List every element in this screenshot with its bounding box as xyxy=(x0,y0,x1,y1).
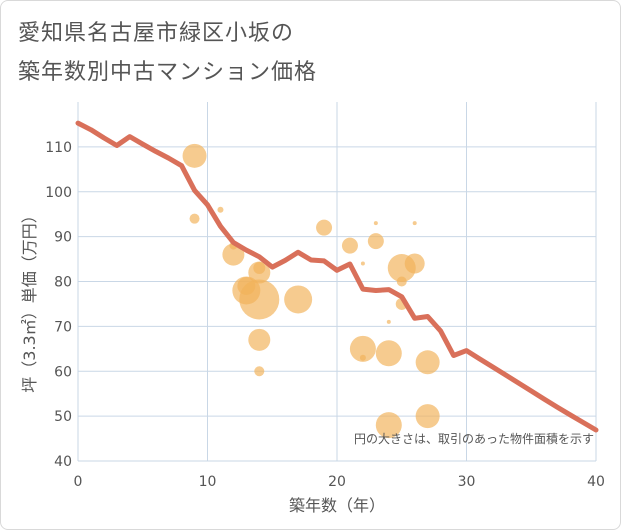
annotation: 円の大きさは、取引のあった物件面積を示す xyxy=(354,431,594,446)
data-bubble xyxy=(248,328,271,351)
trend-line xyxy=(75,120,599,433)
chart-title-line2: 築年数別中古マンション価格 xyxy=(18,60,318,85)
y-tick-label: 110 xyxy=(45,140,72,156)
data-bubble xyxy=(254,366,265,377)
data-bubble xyxy=(239,279,280,320)
data-bubble xyxy=(284,285,313,314)
data-bubble xyxy=(182,143,207,168)
y-tick-label: 100 xyxy=(45,185,72,201)
y-axis-label: 坪（3.3㎡）単価（万円） xyxy=(20,207,39,392)
chart-title-line1: 愛知県名古屋市緑区小坂の xyxy=(18,21,295,46)
x-tick-label: 40 xyxy=(587,474,605,490)
y-tick-label: 80 xyxy=(54,275,72,291)
data-bubble xyxy=(375,412,402,439)
data-bubble xyxy=(360,261,365,266)
data-bubble xyxy=(415,404,440,429)
data-bubble xyxy=(217,206,224,213)
data-bubble xyxy=(222,243,245,266)
y-tick-label: 90 xyxy=(54,230,72,246)
grid-lines xyxy=(77,102,597,462)
data-bubble xyxy=(349,335,376,362)
data-bubble xyxy=(189,213,200,224)
data-bubble xyxy=(415,350,440,375)
y-tick-label: 70 xyxy=(54,319,72,335)
data-bubble xyxy=(412,221,417,226)
data-bubble xyxy=(375,340,402,367)
data-bubble xyxy=(359,354,366,361)
x-tick-label: 0 xyxy=(74,474,83,490)
data-bubble xyxy=(396,276,407,287)
x-axis-label: 築年数（年） xyxy=(289,496,385,515)
tick-labels: 0 10 20 30 40 40 50 60 70 80 90 100 110 xyxy=(45,140,605,490)
data-bubble xyxy=(341,237,358,254)
y-tick-label: 50 xyxy=(54,409,72,425)
x-tick-label: 20 xyxy=(328,474,346,490)
x-tick-label: 10 xyxy=(199,474,217,490)
data-bubble xyxy=(316,219,333,236)
data-bubble xyxy=(373,221,378,226)
data-bubble xyxy=(404,253,425,274)
data-bubble xyxy=(248,261,271,284)
x-tick-label: 30 xyxy=(458,474,476,490)
y-tick-label: 40 xyxy=(54,454,72,470)
data-bubble xyxy=(386,319,391,324)
bubble-layer xyxy=(182,143,440,439)
data-bubble xyxy=(367,233,384,250)
y-tick-label: 60 xyxy=(54,364,72,380)
